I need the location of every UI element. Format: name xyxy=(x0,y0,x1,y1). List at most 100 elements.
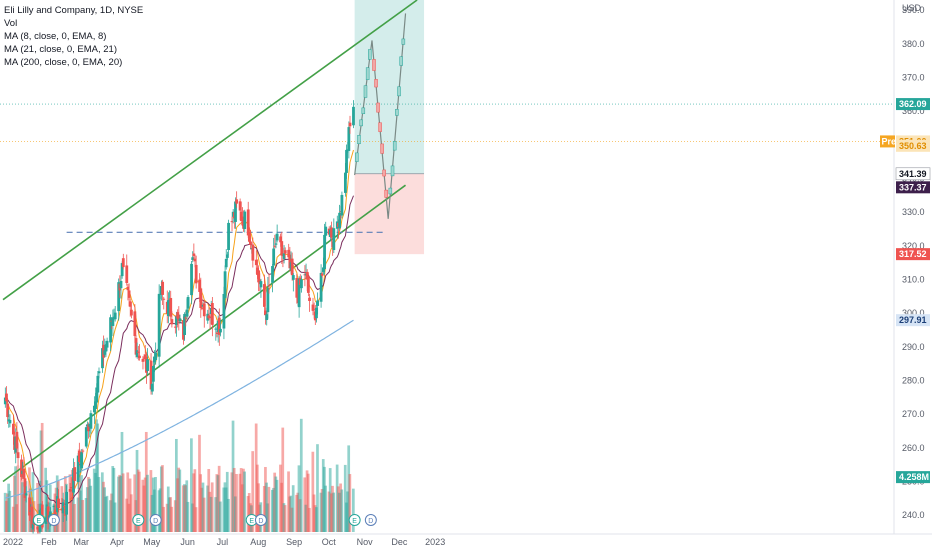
projection-candle xyxy=(382,169,386,177)
candle-body xyxy=(175,316,178,326)
ma-200-line[interactable] xyxy=(5,319,354,499)
price-tick-label: 320.0 xyxy=(902,241,925,251)
price-tag-value: 341.39 xyxy=(899,169,927,179)
dividend-marker-icon[interactable] xyxy=(254,514,267,526)
volume-bar xyxy=(348,474,352,532)
legend-ma-200[interactable]: MA (200, close, 0, EMA, 20) xyxy=(4,57,123,68)
price-tag-value: 4.258M xyxy=(899,472,929,482)
candle-body xyxy=(193,258,197,262)
volume-bar xyxy=(89,485,93,532)
candle-body xyxy=(22,468,26,479)
candle-body xyxy=(128,301,132,307)
candle-body xyxy=(184,317,188,319)
currency-label: USD xyxy=(902,3,922,13)
legend-ma-21[interactable]: MA (21, close, 0, EMA, 21) xyxy=(4,44,117,55)
price-tag: 297.91 xyxy=(896,314,930,327)
candle-body xyxy=(65,491,69,515)
time-tick-label: Apr xyxy=(110,537,124,547)
candle-body xyxy=(230,221,234,223)
candle-body xyxy=(319,272,323,302)
candle-body xyxy=(185,309,189,317)
candle-body xyxy=(279,236,283,243)
volume-bar xyxy=(121,473,125,532)
volume-bar xyxy=(105,495,109,532)
candle-body xyxy=(227,222,230,251)
candle-body xyxy=(20,459,23,478)
candle-body xyxy=(247,231,251,242)
candle-body xyxy=(161,281,165,295)
earnings-marker-icon[interactable] xyxy=(348,514,361,526)
premarket-badge-bg xyxy=(880,135,895,148)
projection-candle xyxy=(357,135,361,145)
volume-bar xyxy=(73,503,76,532)
candle-body xyxy=(272,248,276,266)
candle-body xyxy=(44,517,48,524)
candle-body xyxy=(149,360,153,390)
channel-upper-line[interactable] xyxy=(2,0,418,301)
candle-body xyxy=(297,278,301,308)
time-axis[interactable]: 2022 Feb Mar Apr May Jun Jul Aug Sep Oct Nov Dec 202… xyxy=(0,533,932,550)
dividend-marker-icon[interactable] xyxy=(47,514,60,526)
candle-body xyxy=(105,340,109,348)
candle-body xyxy=(210,303,214,325)
symbol-title[interactable]: Eli Lilly and Company, 1D, NYSE xyxy=(4,5,144,16)
earnings-marker-icon[interactable] xyxy=(132,514,145,526)
time-axis-panel xyxy=(0,534,932,550)
projection-candle xyxy=(372,59,376,71)
dividend-marker-icon[interactable] xyxy=(149,514,162,526)
candle-body xyxy=(222,293,226,329)
candle-body xyxy=(121,258,125,268)
volume-bar xyxy=(113,502,117,532)
projection-candle xyxy=(363,85,368,98)
candle-body xyxy=(73,467,77,481)
projection-candle xyxy=(384,189,388,198)
candle-body xyxy=(235,199,239,204)
earnings-marker-icon[interactable] xyxy=(32,514,45,526)
candle-body xyxy=(288,254,292,269)
price-tick-label: 390.0 xyxy=(902,5,925,15)
candle-body xyxy=(97,371,101,374)
volume-bar xyxy=(14,466,17,532)
volume-bar xyxy=(251,451,255,532)
candle-body xyxy=(81,450,85,452)
time-tick-label: 2023 xyxy=(425,537,445,547)
candle-body xyxy=(315,307,318,319)
volume-bar xyxy=(332,492,336,532)
projection-candle xyxy=(361,107,366,114)
volume-bar xyxy=(217,465,221,532)
price-tick-label: 280.0 xyxy=(902,375,925,385)
volume-bar xyxy=(303,477,307,532)
legend-ma-8[interactable]: MA (8, close, 0, EMA, 8) xyxy=(4,31,107,42)
candle-body xyxy=(57,498,60,509)
projection-candle xyxy=(374,79,378,88)
price-tick-label: 270.0 xyxy=(902,409,925,419)
projection-candle xyxy=(388,187,393,195)
candle-body xyxy=(208,316,212,319)
candle-body xyxy=(146,359,149,371)
time-tick-label: Sep xyxy=(286,537,302,547)
candle-body xyxy=(52,506,56,508)
volume-bar xyxy=(316,444,319,532)
candlesticks xyxy=(3,100,355,542)
price-tag: 317.52 xyxy=(896,248,930,261)
candle-body xyxy=(92,405,96,413)
candle-body xyxy=(151,365,155,382)
candle-body xyxy=(129,309,133,316)
candle-body xyxy=(69,487,73,489)
volume-bar xyxy=(351,488,355,532)
price-tag-bg xyxy=(896,98,930,111)
candle-body xyxy=(215,332,219,334)
candle-body xyxy=(15,431,19,449)
dividend-marker-icon[interactable] xyxy=(364,514,377,526)
channel-lower-line[interactable] xyxy=(2,184,407,483)
volume-bar xyxy=(267,486,271,532)
candle-body xyxy=(264,310,267,315)
candle-body xyxy=(246,209,250,236)
legend-vol[interactable]: Vol xyxy=(4,18,18,29)
price-tick-label: 380.0 xyxy=(902,39,925,49)
chart-legend: Eli Lilly and Company, 1D, NYSE Vol MA (… xyxy=(4,4,143,69)
price-tag-value: 337.37 xyxy=(899,182,927,192)
volume-bar xyxy=(243,471,246,532)
price-axis[interactable]: 240.0250.0260.0270.0280.0290.0300.0310.0… xyxy=(893,0,932,534)
